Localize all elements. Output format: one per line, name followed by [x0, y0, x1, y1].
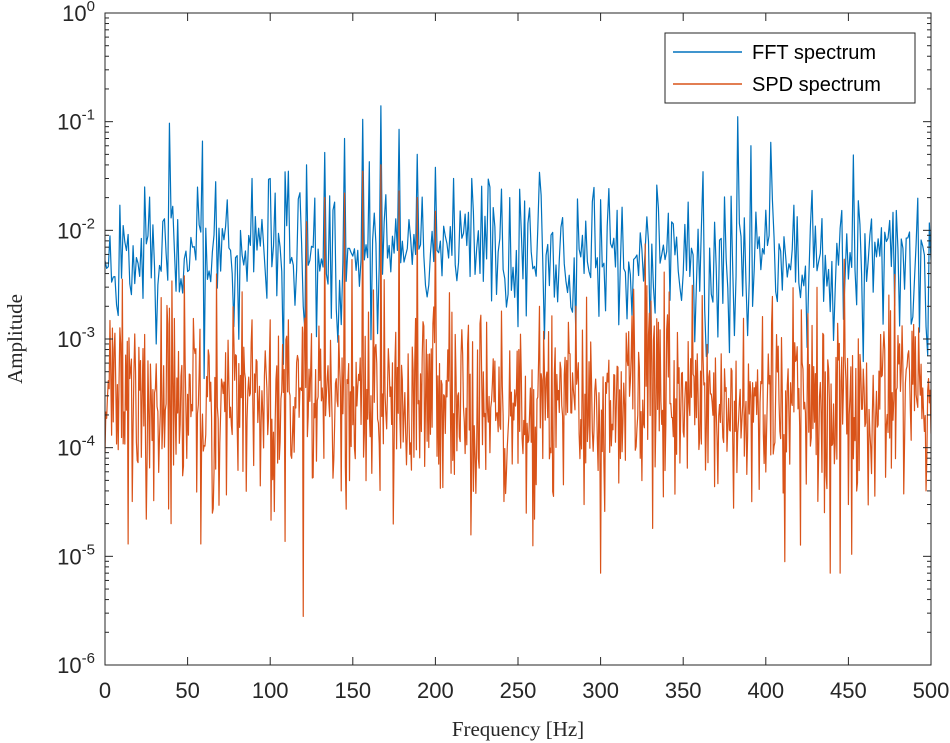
x-tick-label: 400: [747, 678, 784, 703]
legend-label-fft: FFT spectrum: [752, 42, 876, 64]
x-tick-label: 200: [417, 678, 454, 703]
x-tick-label: 500: [913, 678, 950, 703]
x-tick-label: 150: [334, 678, 371, 703]
y-axis-title: Amplitude: [3, 294, 27, 384]
y-tick-label: 10-5: [57, 541, 95, 569]
y-tick-label: 10-6: [57, 650, 95, 678]
x-tick-label: 450: [830, 678, 867, 703]
series-line-fft: [105, 105, 931, 380]
x-tick-label: 250: [500, 678, 537, 703]
y-tick-label: 10-3: [57, 324, 95, 352]
x-tick-label: 350: [665, 678, 702, 703]
legend: FFT spectrum SPD spectrum: [664, 32, 916, 104]
x-tick-label: 50: [175, 678, 199, 703]
y-axis: 10-6 10-5 10-4 10-3 10-2 10-1 100: [57, 0, 931, 678]
x-tick-label: 100: [252, 678, 289, 703]
y-tick-label: 100: [62, 0, 95, 26]
y-tick-label: 10-2: [57, 215, 95, 243]
y-tick-label: 10-4: [57, 433, 95, 461]
x-axis-title: Frequency [Hz]: [452, 717, 584, 741]
series-layer: [105, 105, 931, 618]
legend-box: [664, 32, 916, 104]
y-tick-label: 10-1: [57, 107, 95, 135]
x-tick-label: 300: [582, 678, 619, 703]
x-axis: 0 50 100 150 200 250 300 350 400 450 500: [99, 13, 949, 703]
legend-label-spd: SPD spectrum: [752, 74, 881, 96]
x-tick-label: 0: [99, 678, 111, 703]
series-line-spd: [105, 164, 931, 618]
